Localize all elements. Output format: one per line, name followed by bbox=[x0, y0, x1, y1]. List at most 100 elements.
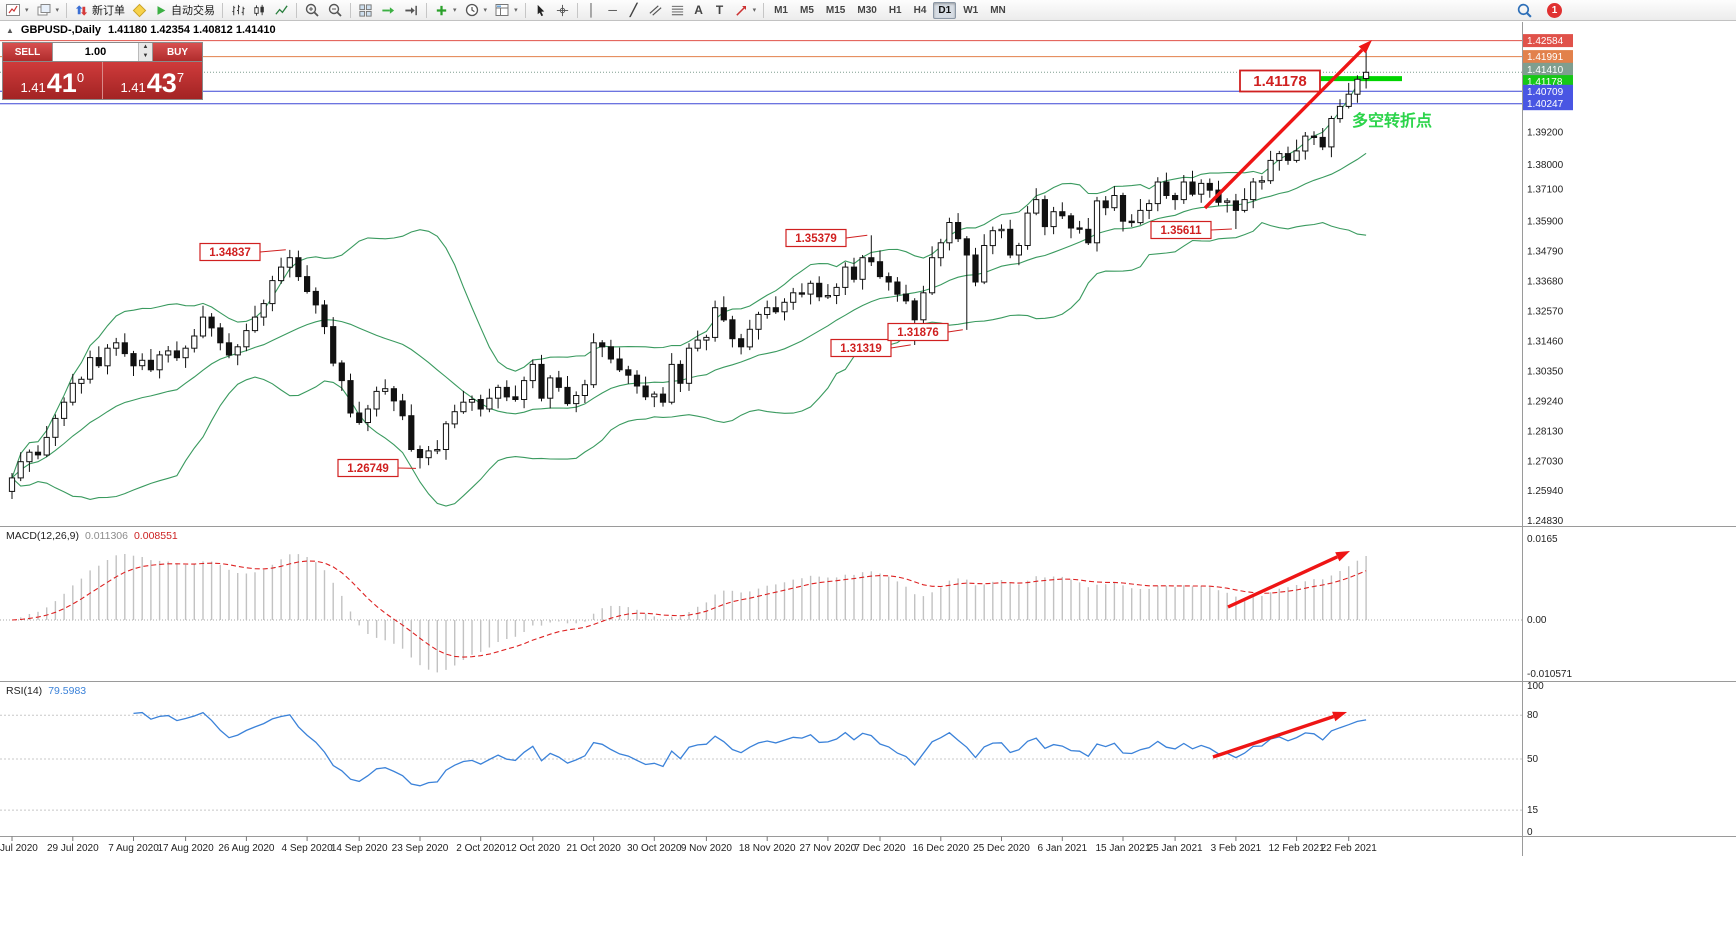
collapse-panel-icon[interactable]: ▲ bbox=[6, 26, 14, 35]
pane-separators bbox=[0, 22, 1736, 856]
vertical-line-tool-button[interactable]: │ bbox=[582, 1, 602, 20]
tile-windows-icon bbox=[359, 3, 372, 17]
auto-scroll-button[interactable] bbox=[377, 1, 399, 20]
svg-text:50: 50 bbox=[1527, 754, 1539, 765]
sell-button[interactable]: SELL bbox=[3, 43, 52, 61]
svg-text:17 Aug 2020: 17 Aug 2020 bbox=[158, 843, 215, 854]
chevron-down-icon: ▾ bbox=[25, 7, 29, 14]
zoom-in-button[interactable] bbox=[301, 1, 323, 20]
buy-price-button[interactable]: 1.41 43 7 bbox=[102, 62, 202, 99]
auto-scroll-icon bbox=[382, 6, 395, 14]
zoom-in-icon bbox=[305, 3, 319, 17]
arrow-tool-icon bbox=[735, 5, 746, 16]
trend-arrows[interactable] bbox=[1203, 40, 1372, 759]
buy-price-big: 43 bbox=[146, 68, 177, 98]
chevron-down-icon: ▾ bbox=[55, 7, 60, 14]
volume-down-button[interactable]: ▼ bbox=[139, 52, 152, 61]
macd-name: MACD(12,26,9) bbox=[6, 530, 79, 542]
rsi-name: RSI(14) bbox=[6, 685, 43, 697]
svg-text:4 Sep 2020: 4 Sep 2020 bbox=[282, 843, 334, 854]
cursor-tool-button[interactable] bbox=[530, 1, 551, 20]
timeframe-button-mn[interactable]: MN bbox=[990, 4, 1006, 16]
toolbar-right-group: 1 bbox=[1513, 1, 1562, 20]
timeframe-button-m5[interactable]: M5 bbox=[800, 4, 814, 16]
templates-button[interactable]: ▾ bbox=[491, 1, 521, 20]
svg-text:1.39200: 1.39200 bbox=[1527, 128, 1564, 139]
svg-text:7 Dec 2020: 7 Dec 2020 bbox=[854, 843, 906, 854]
svg-text:1.31319: 1.31319 bbox=[840, 343, 882, 355]
svg-text:1.27030: 1.27030 bbox=[1527, 456, 1564, 467]
new-chart-icon bbox=[6, 4, 20, 16]
volume-up-button[interactable]: ▲ bbox=[139, 43, 152, 52]
macd-main-value: 0.011306 bbox=[84, 530, 128, 542]
zoom-out-button[interactable] bbox=[324, 1, 346, 20]
timeframe-button-m1[interactable]: M1 bbox=[774, 4, 788, 16]
horizontal-line-tool-button[interactable]: ─ bbox=[603, 1, 623, 20]
channel-tool-button[interactable] bbox=[645, 1, 666, 20]
chart-shift-button[interactable] bbox=[400, 1, 422, 20]
timeframe-button-d1[interactable]: D1 bbox=[933, 1, 957, 19]
volume-input[interactable] bbox=[53, 43, 138, 61]
search-button[interactable] bbox=[1513, 1, 1536, 20]
svg-text:1.29240: 1.29240 bbox=[1527, 397, 1564, 408]
turning-point-note: 多空转折点 bbox=[1352, 111, 1432, 130]
svg-text:15: 15 bbox=[1527, 805, 1539, 816]
chevron-down-icon: ▾ bbox=[453, 7, 457, 14]
chart-annotations[interactable]: 1.34837 1.26749 1.35379 1.31319 1.31876 1.356… bbox=[199, 69, 1321, 478]
svg-text:1.38000: 1.38000 bbox=[1527, 160, 1564, 171]
text-label-tool-button[interactable]: T bbox=[710, 1, 730, 20]
autotrading-button[interactable]: 自动交易 bbox=[151, 1, 218, 20]
toolbar-separator bbox=[66, 2, 68, 18]
svg-text:15 Jan 2021: 15 Jan 2021 bbox=[1095, 843, 1150, 854]
trendline-icon: ╱ bbox=[629, 3, 638, 17]
sell-price-button[interactable]: 1.41 41 0 bbox=[3, 62, 103, 99]
toolbar-separator bbox=[576, 2, 578, 18]
svg-text:1.32570: 1.32570 bbox=[1527, 307, 1564, 318]
svg-text:1.31460: 1.31460 bbox=[1527, 337, 1564, 348]
crosshair-tool-button[interactable] bbox=[552, 1, 573, 20]
svg-text:80: 80 bbox=[1527, 710, 1539, 721]
chart-shift-icon bbox=[405, 5, 417, 15]
sell-price-big: 41 bbox=[46, 68, 77, 98]
buy-button[interactable]: BUY bbox=[153, 43, 202, 61]
svg-text:18 Nov 2020: 18 Nov 2020 bbox=[739, 843, 796, 854]
notification-badge[interactable]: 1 bbox=[1547, 3, 1562, 18]
symbol-period-label: GBPUSD-,Daily bbox=[20, 24, 101, 36]
timeframe-button-m30[interactable]: M30 bbox=[857, 4, 877, 16]
svg-text:1.41410: 1.41410 bbox=[1527, 65, 1564, 76]
tile-windows-button[interactable] bbox=[355, 1, 376, 20]
arrows-tool-button[interactable]: ▾ bbox=[731, 1, 760, 20]
svg-text:27 Nov 2020: 27 Nov 2020 bbox=[800, 843, 857, 854]
timeframe-group: M1 M5 M15 M30 H1 H4 D1 W1 MN bbox=[768, 1, 1012, 19]
svg-text:20 Jul 2020: 20 Jul 2020 bbox=[0, 843, 38, 854]
svg-text:1.26749: 1.26749 bbox=[347, 463, 389, 475]
bar-chart-button[interactable] bbox=[227, 1, 248, 20]
new-order-button[interactable]: 新订单 bbox=[71, 1, 128, 20]
svg-text:14 Sep 2020: 14 Sep 2020 bbox=[331, 843, 388, 854]
svg-text:1.41178: 1.41178 bbox=[1253, 73, 1306, 90]
svg-text:1.33680: 1.33680 bbox=[1527, 277, 1564, 288]
profiles-button[interactable]: ▾ bbox=[33, 1, 63, 20]
new-chart-button[interactable]: ▾ bbox=[2, 1, 32, 20]
periods-button[interactable]: ▾ bbox=[461, 1, 491, 20]
timeframe-button-h4[interactable]: H4 bbox=[913, 4, 927, 16]
svg-text:1.24830: 1.24830 bbox=[1527, 516, 1564, 527]
text-tool-button[interactable]: A bbox=[689, 1, 709, 20]
trendline-tool-button[interactable]: ╱ bbox=[624, 1, 644, 20]
timeframe-button-m15[interactable]: M15 bbox=[825, 4, 846, 16]
svg-text:0.0165: 0.0165 bbox=[1527, 534, 1558, 545]
metaeditor-icon bbox=[132, 3, 147, 17]
line-chart-button[interactable] bbox=[271, 1, 292, 20]
fibonacci-tool-button[interactable] bbox=[667, 1, 688, 20]
text-tool-icon: A bbox=[694, 3, 703, 17]
timeframe-button-w1[interactable]: W1 bbox=[963, 4, 979, 16]
candle-chart-button[interactable] bbox=[249, 1, 270, 20]
timeframe-button-h1[interactable]: H1 bbox=[888, 4, 902, 16]
svg-text:1.34790: 1.34790 bbox=[1527, 247, 1564, 258]
indicators-button[interactable]: ▾ bbox=[431, 1, 460, 20]
buy-price-sup: 7 bbox=[176, 70, 185, 85]
metaeditor-button[interactable] bbox=[129, 1, 150, 20]
price-scale[interactable]: 1.39200 1.38000 1.37100 1.35900 1.34790 1.336… bbox=[1523, 34, 1573, 527]
